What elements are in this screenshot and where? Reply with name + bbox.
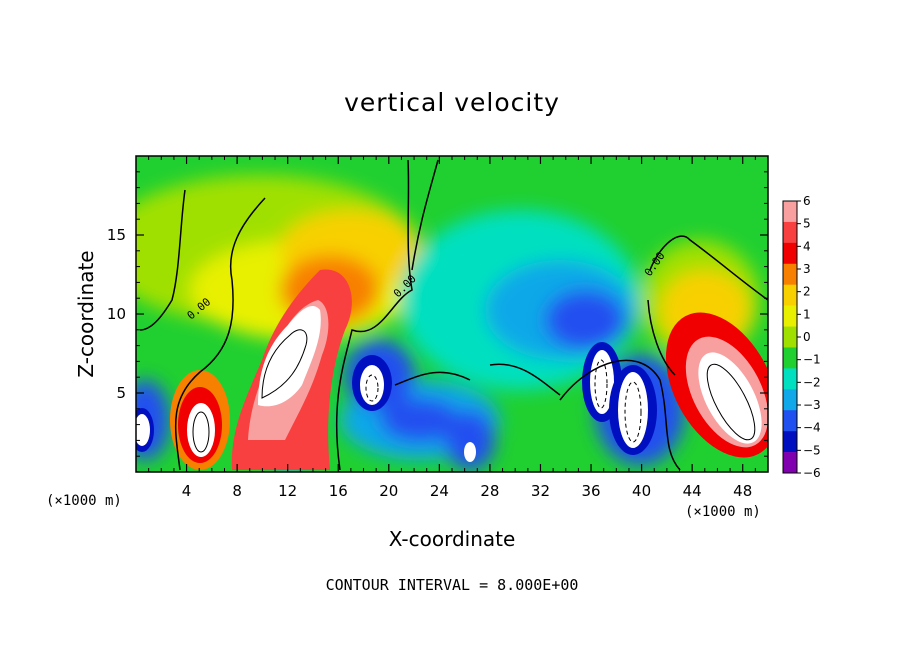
colorbar-tick-label: 2 (803, 285, 811, 299)
zero-contour (489, 363, 561, 396)
colorbar-swatch (783, 242, 797, 265)
colorbar-tick-label: −5 (803, 443, 821, 457)
colorbar-tick-label: −1 (803, 353, 821, 367)
contour-interval: CONTOUR INTERVAL = 8.000E+00 (325, 576, 579, 594)
downdraft-left-edge (136, 414, 150, 446)
updraft-right (698, 352, 762, 444)
colorbar-swatch (783, 263, 797, 285)
colorbar-swatch (783, 305, 797, 327)
colorbar-tick-label: 5 (803, 217, 811, 231)
x-tick-label: 8 (232, 482, 242, 500)
colorbar-tick-label: 1 (803, 307, 811, 321)
updraft-core (258, 305, 321, 407)
chart-title: vertical velocity (344, 88, 560, 117)
x-axis-title: X-coordinate (389, 527, 516, 551)
y-axis: 5 10 15 (107, 171, 768, 457)
colorbar: 6 5 4 3 2 1 0 −1 −2 −3 −4 −5 −6 (782, 194, 821, 480)
zero-contour (139, 189, 186, 331)
colorbar-tick-label: 4 (803, 239, 811, 253)
colorbar-swatch (783, 389, 797, 411)
inner-contour (261, 329, 308, 399)
y-axis-title: Z-coordinate (74, 250, 98, 377)
colorbar-tick-label: −6 (803, 466, 821, 480)
inner-contour-dashed (594, 359, 608, 409)
x-unit-label-right: (×1000 m) (685, 504, 761, 520)
field-blob (545, 290, 625, 350)
colorbar-tick-label: −3 (803, 398, 821, 412)
inner-contour (706, 363, 756, 441)
colorbar-swatch (783, 221, 797, 244)
colorbar-tick-label: 0 (803, 330, 811, 344)
y-tick-label: 10 (107, 305, 126, 323)
x-tick-label: 36 (581, 482, 600, 500)
zero-contour (647, 299, 676, 376)
x-unit-label-left: (×1000 m) (46, 493, 122, 509)
zero-contours (139, 159, 768, 471)
downdraft-26 (464, 442, 476, 462)
x-tick-label: 20 (379, 482, 398, 500)
colorbar-tick-label: 6 (803, 194, 811, 208)
field-blob (445, 410, 495, 470)
updraft-left (187, 403, 215, 457)
x-tick-label: 24 (430, 482, 449, 500)
field-layer: 0.00 0.00 0.00 (136, 156, 768, 472)
colorbar-swatch (783, 201, 797, 223)
inner-contour (192, 411, 210, 453)
colorbar-swatch (783, 431, 797, 453)
downdraft-39 (618, 372, 648, 448)
inner-contour-dashed (365, 374, 379, 402)
x-tick-label: 48 (733, 482, 752, 500)
x-tick-label: 28 (480, 482, 499, 500)
zero-contour (335, 159, 413, 471)
colorbar-swatch (783, 347, 797, 369)
x-tick-label: 16 (329, 482, 348, 500)
inner-contours (192, 329, 756, 453)
colorbar-tick-label: −2 (803, 375, 821, 389)
x-tick-label: 32 (531, 482, 550, 500)
downdraft-18 (360, 365, 384, 405)
colorbar-swatch (783, 452, 797, 474)
zero-contour (559, 359, 681, 471)
x-axis: 4 8 12 16 20 24 28 32 36 40 44 48 (148, 156, 756, 500)
x-tick-label: 4 (182, 482, 192, 500)
colorbar-swatch (783, 326, 797, 348)
colorbar-swatch (783, 368, 797, 390)
inner-contour-dashed (624, 381, 642, 443)
x-tick-label: 12 (278, 482, 297, 500)
y-tick-label: 5 (116, 384, 126, 402)
zero-contour (394, 371, 471, 386)
y-tick-label: 15 (107, 226, 126, 244)
colorbar-swatch (783, 410, 797, 432)
x-tick-label: 40 (632, 482, 651, 500)
colorbar-tick-label: −4 (803, 421, 821, 435)
field-blob (380, 398, 460, 442)
colorbar-tick-label: 3 (803, 262, 811, 276)
zero-contour (411, 159, 439, 271)
zero-contour (649, 235, 768, 301)
colorbar-swatch (783, 284, 797, 306)
x-tick-label: 44 (683, 482, 702, 500)
zero-contour (174, 197, 266, 471)
